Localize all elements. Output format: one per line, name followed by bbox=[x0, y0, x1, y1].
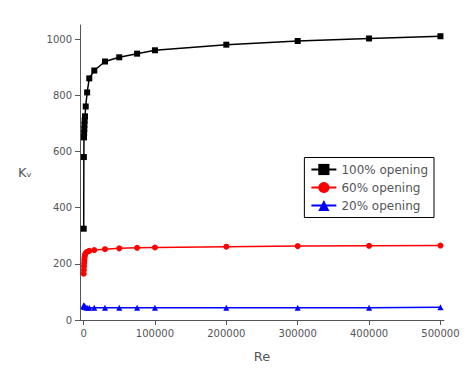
svg-text:20% opening: 20% opening bbox=[341, 199, 420, 213]
svg-text:600: 600 bbox=[53, 146, 72, 157]
svg-text:800: 800 bbox=[53, 90, 72, 101]
svg-text:Kᵥ: Kᵥ bbox=[18, 165, 32, 180]
svg-text:500000: 500000 bbox=[421, 328, 459, 339]
svg-text:200000: 200000 bbox=[207, 328, 245, 339]
svg-text:400: 400 bbox=[53, 202, 72, 213]
svg-text:0: 0 bbox=[80, 328, 86, 339]
svg-text:100000: 100000 bbox=[136, 328, 174, 339]
svg-text:400000: 400000 bbox=[350, 328, 388, 339]
svg-text:Re: Re bbox=[254, 349, 270, 364]
svg-text:1000: 1000 bbox=[47, 34, 72, 45]
svg-text:100% opening: 100% opening bbox=[341, 163, 428, 177]
svg-text:0: 0 bbox=[66, 315, 72, 326]
svg-text:60% opening: 60% opening bbox=[341, 181, 420, 195]
svg-text:300000: 300000 bbox=[279, 328, 317, 339]
svg-text:200: 200 bbox=[53, 258, 72, 269]
